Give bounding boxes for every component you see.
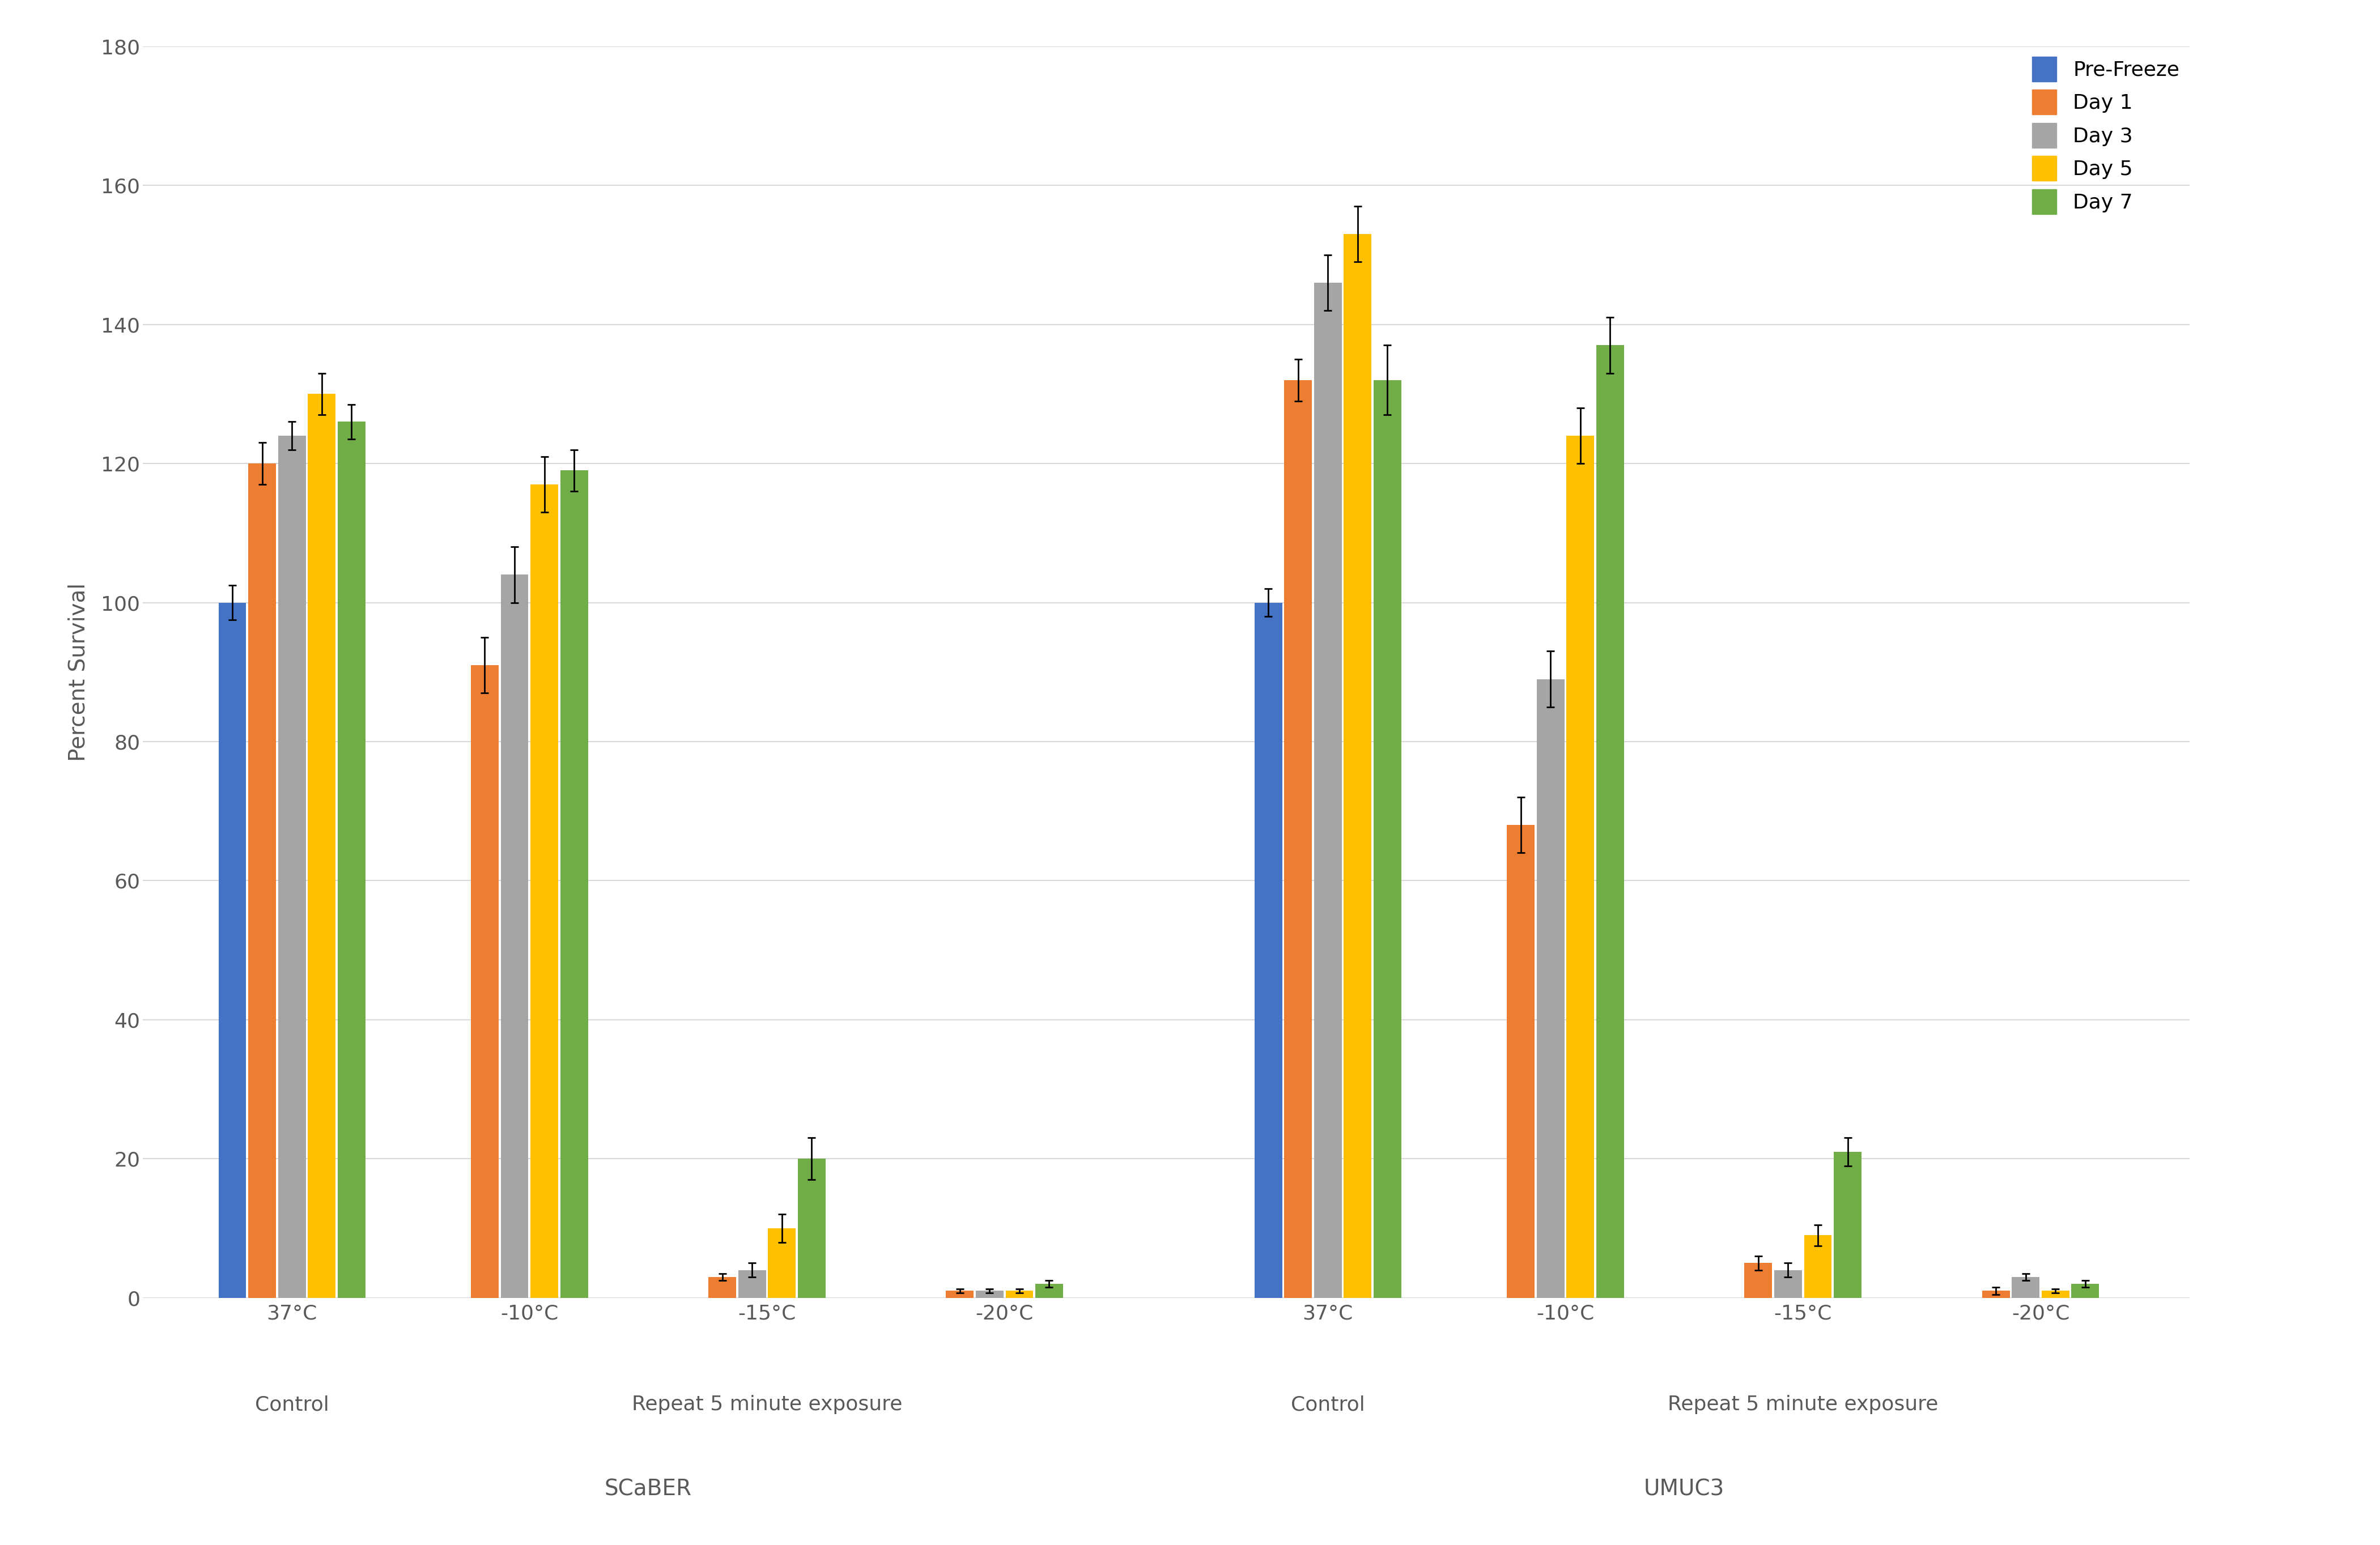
Bar — [1035, 1284, 1064, 1298]
Text: Repeat 5 minute exposure: Repeat 5 minute exposure — [1668, 1395, 1937, 1414]
Legend: Pre-Freeze, Day 1, Day 3, Day 5, Day 7: Pre-Freeze, Day 1, Day 3, Day 5, Day 7 — [2033, 57, 2180, 215]
Bar — [248, 464, 276, 1298]
Text: UMUC3: UMUC3 — [1645, 1479, 1726, 1500]
Bar — [709, 1276, 735, 1298]
Bar — [307, 394, 336, 1298]
Bar — [738, 1270, 766, 1298]
Bar — [2011, 1276, 2040, 1298]
Bar — [1597, 346, 1623, 1298]
Bar — [2042, 1290, 2068, 1298]
Text: Repeat 5 minute exposure: Repeat 5 minute exposure — [631, 1395, 902, 1414]
Bar — [1566, 436, 1595, 1298]
Bar — [500, 575, 528, 1298]
Bar — [1373, 380, 1402, 1298]
Bar — [769, 1228, 795, 1298]
Bar — [976, 1290, 1004, 1298]
Bar — [1537, 680, 1564, 1298]
Bar — [471, 664, 500, 1298]
Bar — [1507, 825, 1535, 1298]
Bar — [1285, 380, 1311, 1298]
Bar — [1254, 603, 1283, 1298]
Bar — [1007, 1290, 1033, 1298]
Bar — [1833, 1153, 1861, 1298]
Text: Control: Control — [1290, 1395, 1364, 1414]
Text: SCaBER: SCaBER — [605, 1479, 693, 1500]
Bar — [559, 470, 588, 1298]
Bar — [531, 485, 559, 1298]
Y-axis label: Percent Survival: Percent Survival — [67, 582, 88, 762]
Bar — [945, 1290, 973, 1298]
Bar — [2071, 1284, 2099, 1298]
Bar — [1773, 1270, 1802, 1298]
Bar — [278, 436, 305, 1298]
Bar — [1983, 1290, 2009, 1298]
Bar — [338, 422, 364, 1298]
Bar — [1345, 233, 1371, 1298]
Bar — [219, 603, 245, 1298]
Bar — [1804, 1236, 1833, 1298]
Bar — [1314, 283, 1342, 1298]
Text: Control: Control — [255, 1395, 328, 1414]
Bar — [1745, 1262, 1773, 1298]
Bar — [797, 1159, 826, 1298]
